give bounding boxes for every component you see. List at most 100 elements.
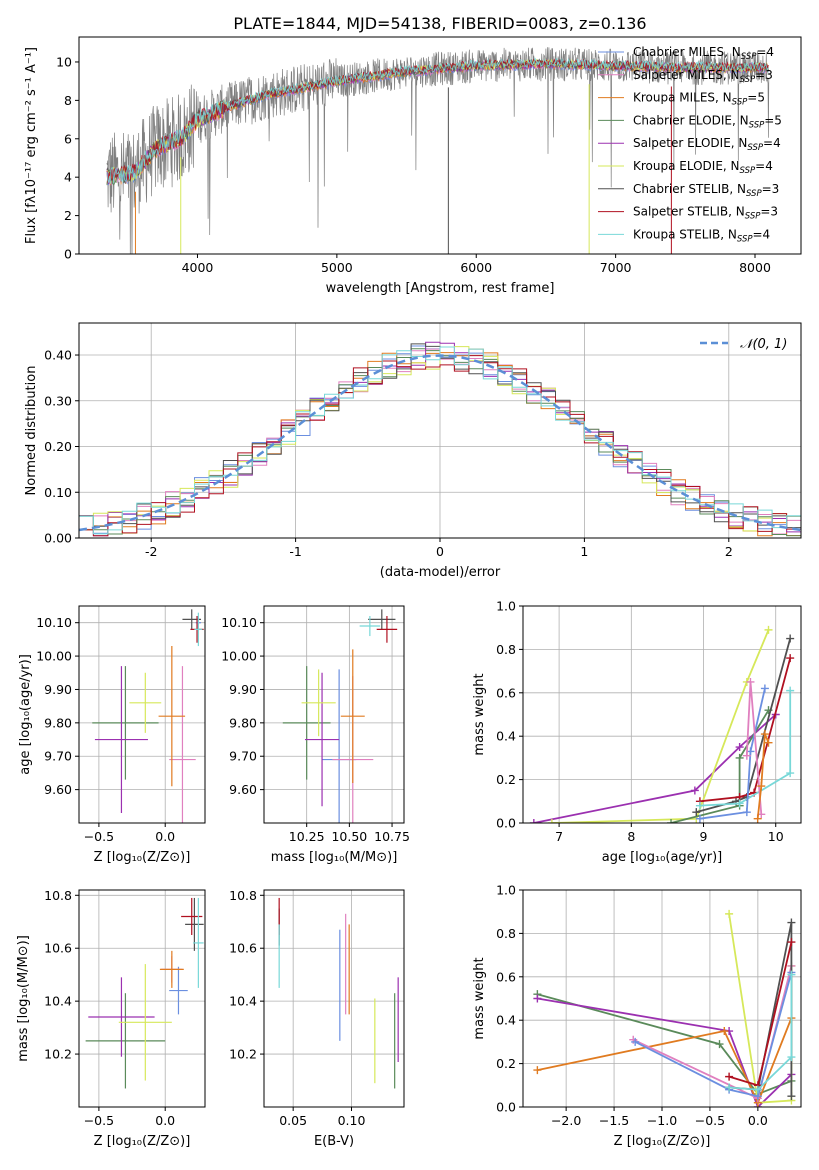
weight-marker (631, 1037, 640, 1046)
axes-frame (263, 889, 405, 1108)
y-tick-label: 2 (64, 208, 72, 223)
y-tick-label: 10 (56, 54, 72, 69)
weight-marker (753, 1085, 762, 1094)
weight-marker (725, 1072, 734, 1081)
legend-entry: Chabrier ELODIE, NSSP=5 (633, 113, 782, 130)
legend-entry: Salpeter ELODIE, NSSP=4 (633, 136, 781, 153)
weight-marker (725, 909, 734, 918)
weight-line (699, 688, 766, 820)
weight-line (699, 690, 792, 807)
weight-marker (760, 730, 769, 739)
x-tick-label: -1 (289, 544, 301, 559)
x-tick-label: 5000 (321, 260, 353, 275)
y-tick-label: 10.00 (36, 649, 72, 664)
weight-marker (787, 1092, 796, 1101)
x-tick-label: 1 (580, 544, 588, 559)
weight-marker (735, 743, 744, 752)
y-axis-label: mass [log₁₀(M/M⊙)] (16, 935, 31, 1062)
axes-frame (78, 605, 206, 824)
y-tick-label: 1.0 (496, 883, 516, 898)
weight-marker (787, 938, 796, 947)
gaussian-curve (79, 354, 801, 532)
y-tick-label: 0.8 (496, 642, 516, 657)
legend-entry: Kroupa STELIB, NSSP=4 (633, 227, 770, 244)
weight-marker (786, 634, 795, 643)
plot-area-spectrum (106, 47, 770, 254)
y-tick-label: 10.10 (36, 615, 72, 630)
weight-marker (757, 782, 766, 791)
y-tick-label: 0.40 (44, 348, 72, 363)
y-axis-label: mass weight (472, 957, 487, 1039)
weight-marker (786, 686, 795, 695)
y-tick-label: 9.60 (44, 782, 72, 797)
x-axis-label: Z [log₁₀(Z/Z⊙)] (94, 1134, 191, 1149)
axes-age_vs_Z: −0.5 0.0 9.60 9.70 9.80 9.90 10.00 10.10 Z [log₁… (18, 605, 206, 865)
y-axis-label: mass weight (472, 673, 487, 755)
x-tick-label: 7 (555, 829, 563, 844)
x-axis-label: mass [log₁₀(M/M⊙)] (271, 850, 398, 865)
plot-area-mass_vs_ebv (278, 897, 399, 1089)
weight-marker (787, 970, 796, 979)
weight-line (729, 974, 793, 1091)
y-tick-label: 0 (64, 247, 72, 262)
weight-line (537, 993, 792, 1096)
spectrum-legend: Chabrier MILES, NSSP=4 Salpeter MILES, NS… (598, 45, 782, 244)
weight-line (699, 657, 792, 803)
y-tick-label: 10.4 (44, 994, 72, 1009)
x-axis-label: Z [log₁₀(Z/Z⊙)] (614, 1134, 711, 1149)
plot-area-weight_vs_Z (533, 909, 796, 1107)
y-tick-label: 0.2 (496, 1056, 516, 1071)
weight-line (551, 629, 770, 823)
histogram-step (79, 355, 801, 537)
weight-marker (715, 1040, 724, 1049)
x-tick-label: −0.5 (84, 829, 114, 844)
y-tick-label: 10.8 (44, 888, 72, 903)
y-tick-label: 0.8 (496, 926, 516, 941)
y-tick-label: 10.2 (44, 1047, 72, 1062)
y-tick-label: 0.10 (44, 485, 72, 500)
x-tick-label: 0.0 (155, 1113, 175, 1128)
y-tick-label: 10.4 (229, 994, 257, 1009)
legend-entry: Salpeter MILES, NSSP=3 (633, 68, 773, 85)
x-axis-label: Z [log₁₀(Z/Z⊙)] (94, 850, 191, 865)
y-tick-label: 8 (64, 93, 72, 108)
axes-frame (78, 889, 206, 1108)
y-axis-label: Normed distribution (24, 366, 39, 496)
axes-frame (263, 605, 405, 824)
weight-marker (533, 1066, 542, 1075)
weight-marker (720, 1027, 729, 1036)
plot-area-age_vs_Z (92, 609, 204, 823)
y-axis-label: age [log₁₀(age/yr)] (18, 654, 33, 775)
x-tick-label: 0.0 (748, 1113, 768, 1128)
plot-area-weight_vs_age (529, 625, 795, 823)
y-tick-label: 0.6 (496, 969, 516, 984)
weight-marker (725, 1083, 734, 1092)
x-axis-label: E(B-V) (314, 1134, 354, 1149)
y-tick-label: 9.70 (44, 749, 72, 764)
x-tick-label: 10 (768, 829, 784, 844)
x-tick-label: 10.75 (374, 829, 410, 844)
y-tick-label: 10.2 (229, 1047, 257, 1062)
legend-entry: Chabrier STELIB, NSSP=3 (633, 182, 779, 199)
axes-frame (78, 36, 802, 255)
y-tick-label: 0.30 (44, 393, 72, 408)
y-tick-label: 9.60 (229, 782, 257, 797)
spectrum-model-line (106, 57, 769, 184)
y-tick-label: 4 (64, 170, 72, 185)
legend-entry: Kroupa MILES, NSSP=5 (633, 91, 765, 108)
weight-marker (533, 994, 542, 1003)
axes-frame (522, 605, 802, 824)
weight-line (533, 713, 777, 823)
weight-marker (735, 799, 744, 808)
y-tick-label: 0.2 (496, 772, 516, 787)
weight-marker (742, 808, 751, 817)
x-tick-label: 0.0 (155, 829, 175, 844)
x-tick-label: 8 (627, 829, 635, 844)
legend-entry: Salpeter STELIB, NSSP=3 (633, 205, 778, 222)
y-tick-label: 0.4 (496, 729, 516, 744)
x-tick-label: 10.25 (289, 829, 325, 844)
y-tick-label: 0.0 (496, 1100, 516, 1115)
y-tick-label: 0.0 (496, 816, 516, 831)
weight-marker (764, 738, 773, 747)
